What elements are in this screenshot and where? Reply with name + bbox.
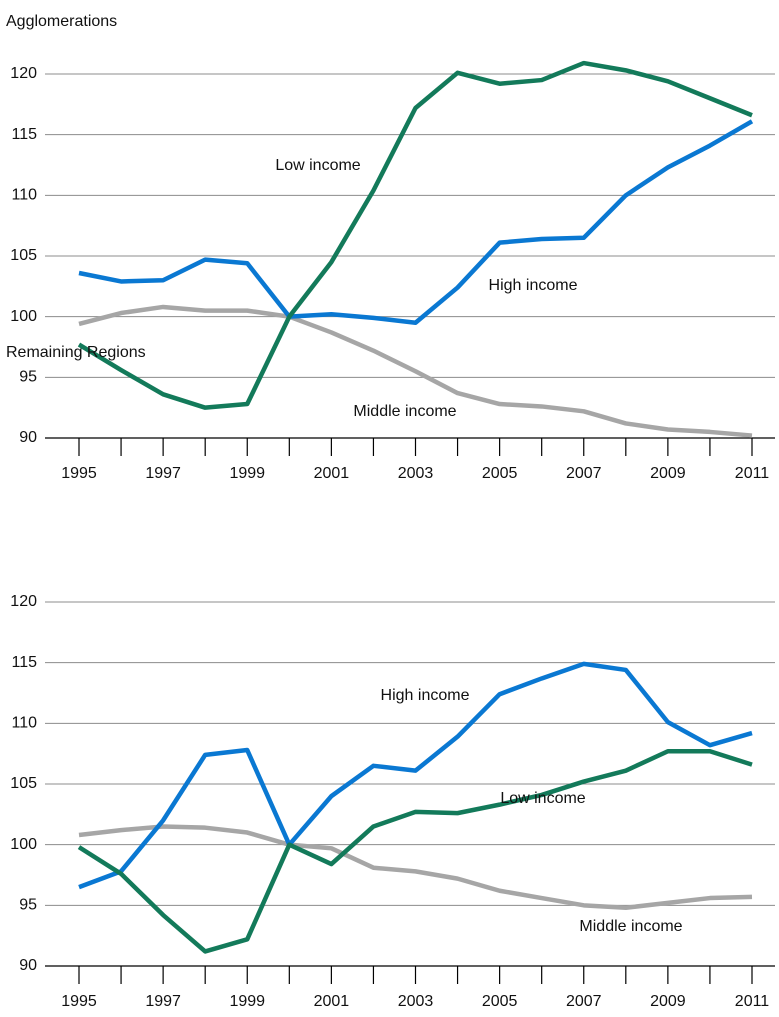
y-tick-label: 105 — [10, 247, 37, 264]
y-tick-label: 120 — [10, 593, 37, 610]
series-line — [78, 824, 753, 911]
y-tick-label: 115 — [11, 126, 37, 143]
y-tick-label: 110 — [11, 715, 37, 732]
y-tick-label: 115 — [11, 654, 37, 671]
x-tick-label: 1995 — [61, 993, 97, 1010]
x-tick-label: 1999 — [229, 465, 265, 482]
series-line — [78, 661, 753, 890]
y-tick-label: 100 — [10, 308, 37, 325]
series-line — [78, 119, 754, 325]
chart-title: Agglomerations — [6, 13, 117, 30]
series-label: Middle income — [579, 918, 682, 935]
y-tick-label: 105 — [10, 775, 37, 792]
x-tick-label: 2001 — [314, 465, 350, 482]
chart-title: Remaining Regions — [6, 344, 146, 361]
y-tick-label: 100 — [10, 836, 37, 853]
series-line — [78, 304, 753, 438]
x-tick-label: 1997 — [145, 465, 181, 482]
series-label: High income — [381, 687, 470, 704]
x-tick-label: 2009 — [650, 465, 686, 482]
y-tick-label: 110 — [11, 187, 37, 204]
series-label: Low income — [275, 157, 360, 174]
x-tick-label: 2005 — [482, 465, 518, 482]
x-tick-label: 2009 — [650, 993, 686, 1010]
x-tick-label: 2003 — [398, 993, 434, 1010]
x-tick-label: 2007 — [566, 465, 602, 482]
x-tick-label: 1999 — [229, 993, 265, 1010]
x-tick-label: 2003 — [398, 465, 434, 482]
series-line — [77, 748, 753, 954]
series-line — [77, 60, 753, 410]
series-label: High income — [489, 277, 578, 294]
y-tick-label: 120 — [10, 65, 37, 82]
series-label: Middle income — [353, 403, 456, 420]
series-label: Low income — [500, 790, 585, 807]
x-tick-label: 1995 — [61, 465, 97, 482]
x-tick-label: 2011 — [735, 465, 770, 482]
x-tick-label: 2005 — [482, 993, 518, 1010]
y-tick-label: 95 — [19, 369, 37, 386]
x-tick-label: 2007 — [566, 993, 602, 1010]
x-tick-label: 1997 — [145, 993, 181, 1010]
x-tick-label: 2011 — [735, 993, 770, 1010]
y-tick-label: 90 — [19, 957, 37, 974]
x-tick-label: 2001 — [314, 993, 350, 1010]
y-tick-label: 90 — [19, 429, 37, 446]
y-tick-label: 95 — [19, 897, 37, 914]
